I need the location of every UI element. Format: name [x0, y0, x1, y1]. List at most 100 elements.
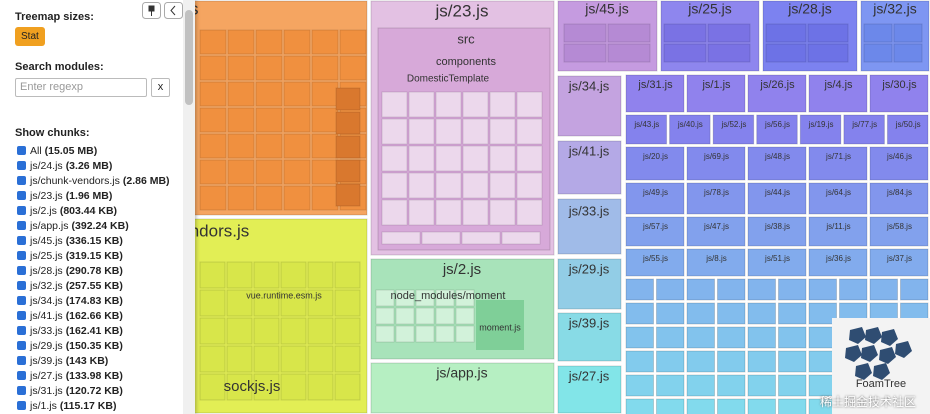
- chunk-block: [669, 114, 711, 145]
- chunk-block: [808, 302, 837, 325]
- module-cell: [339, 29, 367, 55]
- chunk-row[interactable]: js/34.js (174.83 KB): [17, 293, 170, 308]
- chunk-block: [625, 374, 654, 397]
- checkbox[interactable]: [17, 296, 26, 305]
- module-cell: [227, 29, 255, 55]
- clear-button[interactable]: x: [151, 78, 170, 97]
- chunk-row[interactable]: js/45.js (336.15 KB): [17, 233, 170, 248]
- module-cell: [311, 29, 339, 55]
- chunk-row[interactable]: js/app.js (392.24 KB): [17, 218, 170, 233]
- logo-cell: [873, 363, 890, 380]
- checkbox[interactable]: [17, 326, 26, 335]
- chunk-block: [869, 146, 929, 181]
- module-cell: [199, 289, 226, 317]
- chunk-row[interactable]: js/32.js (257.55 KB): [17, 278, 170, 293]
- logo-cell: [879, 347, 896, 364]
- module-cell: [435, 118, 462, 145]
- checkbox[interactable]: [17, 281, 26, 290]
- chunk-block: [625, 146, 685, 181]
- chunk-row[interactable]: js/31.js (120.72 KB): [17, 383, 170, 398]
- chunk-label: js/33.js: [568, 203, 610, 218]
- chunk-block: [747, 248, 807, 277]
- chunk-row[interactable]: js/33.js (162.41 KB): [17, 323, 170, 338]
- module-cell: [255, 29, 283, 55]
- chunk-block: [686, 248, 746, 277]
- checkbox[interactable]: [17, 251, 26, 260]
- chunk-block: [747, 350, 776, 373]
- search-input[interactable]: Enter regexp: [15, 78, 147, 97]
- checkbox[interactable]: [17, 266, 26, 275]
- module-cell: [863, 23, 893, 43]
- checkbox[interactable]: [17, 311, 26, 320]
- chunk-row[interactable]: All (15.05 MB): [17, 143, 170, 158]
- chunk-name: js/41.js: [30, 309, 63, 322]
- module-cell: [199, 133, 227, 159]
- chunk-block: [778, 398, 807, 414]
- chunk-row[interactable]: js/23.js (1.96 MB): [17, 188, 170, 203]
- checkbox[interactable]: [17, 161, 26, 170]
- checkbox[interactable]: [17, 146, 26, 155]
- module-cell: [253, 261, 280, 289]
- checkbox[interactable]: [17, 371, 26, 380]
- module-cell: [807, 23, 849, 43]
- checkbox[interactable]: [17, 401, 26, 410]
- chunk-row[interactable]: js/41.js (162.66 KB): [17, 308, 170, 323]
- chunk-size: (174.83 KB): [65, 294, 123, 307]
- chunk-row[interactable]: js/27.js (133.98 KB): [17, 368, 170, 383]
- chunk-row[interactable]: js/25.js (319.15 KB): [17, 248, 170, 263]
- checkbox[interactable]: [17, 206, 26, 215]
- chunk-name: js/28.js: [30, 264, 63, 277]
- module-cell: [283, 185, 311, 211]
- collapse-button[interactable]: [164, 2, 183, 19]
- checkbox[interactable]: [17, 341, 26, 350]
- module-cell: [227, 55, 255, 81]
- chunk-name: js/33.js: [30, 324, 63, 337]
- module-cell: [335, 135, 361, 159]
- chunk-name: js/29.js: [30, 339, 63, 352]
- scrollbar[interactable]: [183, 0, 195, 414]
- chunk-block: [717, 350, 746, 373]
- chunk-row[interactable]: js/2.js (803.44 KB): [17, 203, 170, 218]
- module-cell: [255, 133, 283, 159]
- chunk-label: js/19.js: [808, 120, 834, 129]
- module-cell: [283, 133, 311, 159]
- chunk-block: [747, 326, 776, 349]
- module-cell: [435, 145, 462, 172]
- chunk-row[interactable]: js/chunk-vendors.js (2.86 MB): [17, 173, 170, 188]
- chunk-block: [747, 302, 776, 325]
- checkbox[interactable]: [17, 176, 26, 185]
- chunk-block: [717, 302, 746, 325]
- chunk-block: [625, 326, 654, 349]
- logo-mark: [845, 327, 912, 380]
- chunk-block: [808, 74, 868, 113]
- checkbox[interactable]: [17, 191, 26, 200]
- chunk-name: js/34.js: [30, 294, 63, 307]
- chunk-block: [686, 398, 715, 414]
- module-cell: [863, 43, 893, 63]
- scroll-thumb[interactable]: [185, 10, 193, 105]
- checkbox[interactable]: [17, 386, 26, 395]
- module-cell: [435, 325, 455, 343]
- chunk-block: [756, 114, 798, 145]
- chunk-row[interactable]: js/29.js (150.35 KB): [17, 338, 170, 353]
- chunk-label: js/31.js: [637, 79, 673, 91]
- stat-button[interactable]: Stat: [15, 27, 45, 46]
- chunk-label: js/64.js: [825, 188, 851, 197]
- chunk-block: [747, 278, 776, 301]
- checkbox[interactable]: [17, 221, 26, 230]
- checkbox[interactable]: [17, 236, 26, 245]
- chunk-label: js/34.js: [568, 78, 610, 93]
- module-cell: [199, 159, 227, 185]
- chunk-row[interactable]: js/24.js (3.26 MB): [17, 158, 170, 173]
- checkbox[interactable]: [17, 356, 26, 365]
- chunk-label: js/26.js: [759, 79, 795, 91]
- chunk-block: [717, 374, 746, 397]
- module-cell: [280, 261, 307, 289]
- chunk-row[interactable]: js/28.js (290.78 KB): [17, 263, 170, 278]
- chunk-row[interactable]: js/39.js (143 KB): [17, 353, 170, 368]
- chunk-block: [686, 350, 715, 373]
- chunk-row[interactable]: js/1.js (115.17 KB): [17, 398, 170, 413]
- chunk-label: js/30.js: [881, 79, 917, 91]
- chunk-block: [625, 302, 654, 325]
- chunk-block: [778, 326, 807, 349]
